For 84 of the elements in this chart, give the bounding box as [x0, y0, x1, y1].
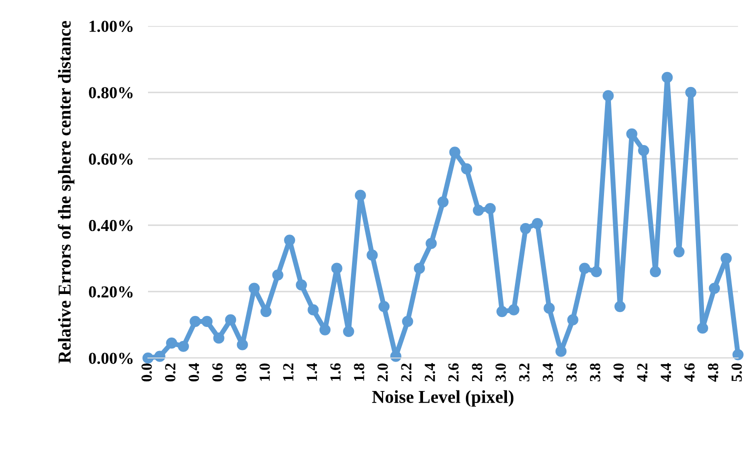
x-tick-label: 2.8 [472, 363, 482, 382]
point [225, 314, 236, 326]
point [414, 262, 425, 274]
x-tick-label: 1.8 [354, 363, 364, 381]
point [154, 350, 166, 362]
point [697, 322, 708, 334]
x-tick-label: 4.2 [637, 364, 648, 382]
point [296, 279, 307, 291]
x-tick-label: 1.4 [306, 363, 318, 381]
point [544, 302, 555, 314]
y-axis-title: Relative Errors of the sphere center distance [58, 20, 74, 364]
x-tick-label: 1.0 [260, 363, 270, 381]
point [626, 128, 638, 140]
x-tick-label: 2.4 [424, 363, 436, 382]
point [343, 326, 354, 337]
x-tick-label: 1.2 [283, 364, 294, 381]
point [213, 332, 224, 344]
point [390, 350, 402, 362]
x-tick-label: 3.8 [590, 363, 600, 382]
point [472, 204, 484, 216]
point [449, 146, 460, 158]
x-tick-label: 4.4 [660, 363, 672, 382]
point [662, 72, 673, 84]
x-tick-label: 5.0 [732, 363, 742, 382]
point [520, 222, 532, 234]
point [602, 90, 614, 102]
point [166, 338, 178, 349]
point [354, 190, 366, 201]
x-tick-label: 1.6 [330, 363, 341, 381]
point [555, 346, 567, 357]
point [579, 262, 590, 274]
point [236, 339, 248, 350]
point [461, 163, 472, 174]
x-tick-label: 2.0 [378, 363, 388, 382]
point [508, 304, 520, 316]
x-tick-label: 0.4 [188, 363, 200, 382]
point [638, 144, 650, 156]
x-tick-label: 2.2 [401, 364, 412, 382]
point [685, 86, 696, 98]
point [402, 316, 414, 328]
x-tick-label: 3.4 [542, 363, 554, 382]
x-tick-label: 0.8 [236, 363, 246, 382]
x-axis-title: Noise Level (pixel) [372, 390, 514, 407]
point [178, 340, 189, 352]
x-tick-label: 4.8 [708, 363, 718, 382]
point [532, 218, 543, 230]
x-tick-label: 0.0 [142, 363, 152, 382]
point [590, 266, 602, 278]
point [496, 306, 508, 318]
x-tick-label: 3.0 [496, 363, 506, 382]
y-tick-label: 1.00% [90, 20, 133, 32]
x-tick-label: 4.6 [684, 363, 695, 382]
point [732, 349, 744, 360]
y-tick-label: 0.20% [88, 286, 133, 298]
point [378, 300, 390, 312]
y-tick-label: 0.00% [88, 352, 133, 364]
x-tick-label: 4.0 [614, 363, 624, 382]
point [190, 316, 201, 328]
point [426, 238, 437, 250]
point [272, 269, 284, 281]
y-tick-label: 0.60% [88, 154, 133, 165]
point [366, 250, 378, 261]
point [437, 196, 449, 208]
point [484, 203, 496, 214]
point [720, 252, 732, 264]
point [284, 234, 296, 246]
point [614, 300, 626, 312]
x-tick-label: 3.2 [519, 364, 530, 382]
x-tick-label: 3.6 [566, 363, 577, 382]
point [331, 262, 342, 274]
x-tick-label: 2.6 [448, 363, 459, 382]
point [673, 246, 685, 258]
x-tick-label: 0.6 [212, 363, 223, 382]
point [142, 352, 154, 364]
point [650, 266, 661, 278]
point [708, 282, 720, 294]
point [248, 282, 260, 294]
point [201, 316, 213, 328]
x-tick-label: 0.2 [165, 364, 176, 382]
point [319, 324, 331, 336]
y-tick-label: 0.40% [88, 220, 133, 232]
point [567, 314, 578, 326]
point [308, 304, 319, 316]
y-tick-label: 0.80% [88, 87, 133, 98]
